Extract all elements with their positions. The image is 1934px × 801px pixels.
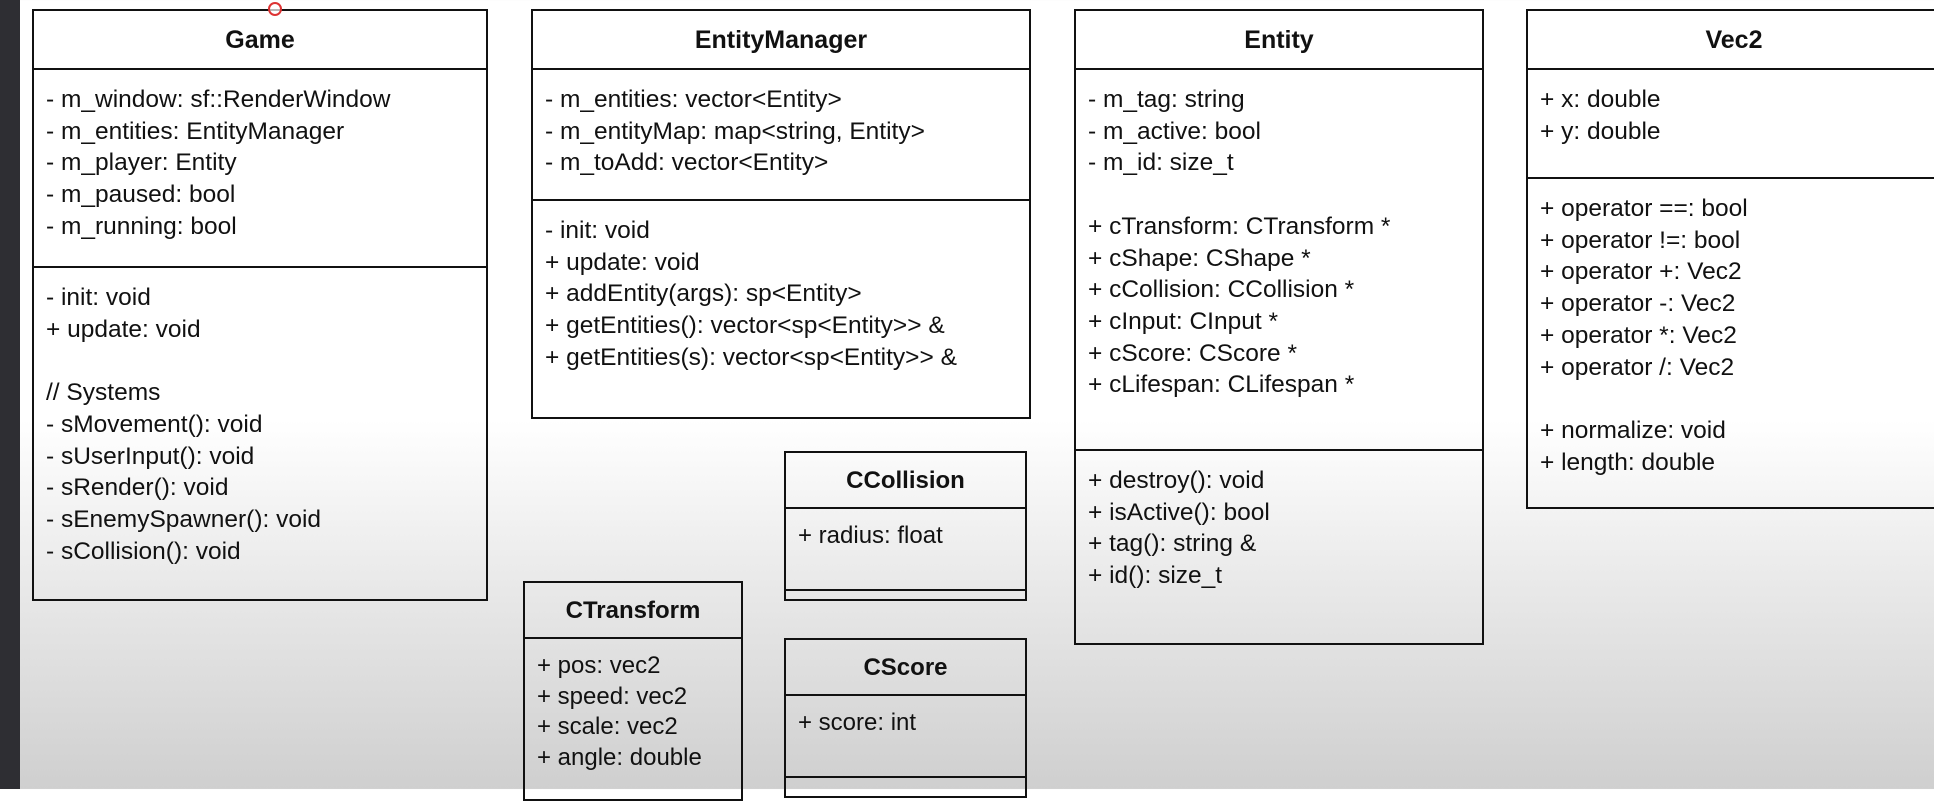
class-title: CCollision [786,453,1025,509]
class-ccollision: CCollision + radius: float [784,451,1027,601]
component: + cLifespan: CLifespan * [1088,371,1355,399]
attribute: - m_id: size_t [1088,149,1234,177]
component: + cScore: CScore * [1088,339,1298,367]
class-title: CTransform [525,583,741,639]
method: + isActive(): bool [1088,498,1270,526]
cursor-marker [268,2,282,16]
method: + destroy(): void [1088,467,1265,494]
attribute: + y: double [1540,117,1661,145]
attributes-section: + radius: float [786,509,1025,591]
class-entity: Entity - m_tag: string - m_active: bool … [1074,9,1484,645]
window-edge [0,0,20,789]
attributes-section: + x: double + y: double [1528,70,1934,179]
method: + update: void [46,315,201,343]
component: + cCollision: CCollision * [1088,276,1355,304]
attribute: - m_entityMap: map<string, Entity> [545,117,925,145]
class-entity-manager: EntityManager - m_entities: vector<Entit… [531,9,1031,419]
class-game: Game - m_window: sf::RenderWindow - m_en… [32,9,488,601]
methods-section: - init: void + update: void // Systems -… [34,268,486,567]
method: + operator +: Vec2 [1540,258,1742,286]
attribute: - m_running: bool [46,212,237,240]
method: + operator ==: bool [1540,195,1748,222]
class-cscore: CScore + score: int [784,638,1027,798]
method: - init: void [545,217,650,244]
method: + id(): size_t [1088,562,1223,590]
component: + cTransform: CTransform * [1088,212,1391,240]
attributes-section: + score: int [786,696,1025,778]
attribute: - m_player: Entity [46,149,237,177]
method: + tag(): string & [1088,530,1257,558]
class-title: EntityManager [533,11,1029,70]
systems-comment: // Systems [46,379,161,407]
component: + cInput: CInput * [1088,307,1278,335]
methods-section: - init: void + update: void + addEntity(… [533,201,1029,374]
attribute: + x: double [1540,86,1661,113]
method: + length: double [1540,448,1716,476]
attribute: - m_entities: EntityManager [46,117,345,145]
attribute: - m_toAdd: vector<Entity> [545,149,829,177]
component: + cShape: CShape * [1088,244,1311,272]
methods-section: + operator ==: bool + operator !=: bool … [1528,179,1934,478]
method: + operator /: Vec2 [1540,353,1735,381]
class-title: Game [34,11,486,70]
class-ctransform: CTransform + pos: vec2 + speed: vec2 + s… [523,581,743,801]
method: - sEnemySpawner(): void [46,505,322,533]
attributes-section: - m_entities: vector<Entity> - m_entityM… [533,70,1029,201]
attributes-section: - m_window: sf::RenderWindow - m_entitie… [34,70,486,268]
attributes-section: - m_tag: string - m_active: bool - m_id:… [1076,70,1482,451]
method: + operator !=: bool [1540,226,1741,254]
attribute: + score: int [798,709,917,736]
attribute: + angle: double [537,743,702,771]
method: + update: void [545,248,700,276]
attribute: - m_entities: vector<Entity> [545,86,842,113]
method: - sCollision(): void [46,537,241,565]
attribute: + radius: float [798,522,943,549]
method: + addEntity(args): sp<Entity> [545,280,862,308]
class-title: Entity [1076,11,1482,70]
method: + operator -: Vec2 [1540,290,1736,318]
methods-section: + destroy(): void + isActive(): bool + t… [1076,451,1482,592]
method: + operator *: Vec2 [1540,321,1737,349]
class-title: Vec2 [1528,11,1934,70]
attribute: - m_paused: bool [46,181,236,209]
method: - init: void [46,284,151,311]
attribute: + speed: vec2 [537,682,688,710]
method: - sMovement(): void [46,410,263,438]
attribute: - m_window: sf::RenderWindow [46,86,391,113]
method: - sRender(): void [46,474,229,502]
attribute: + pos: vec2 [537,652,661,679]
attribute: - m_active: bool [1088,117,1261,145]
class-vec2: Vec2 + x: double + y: double + operator … [1526,9,1934,509]
attribute: - m_tag: string [1088,86,1245,113]
class-title: CScore [786,640,1025,696]
method: + getEntities(s): vector<sp<Entity>> & [545,343,957,371]
attribute: + scale: vec2 [537,713,678,740]
method: + normalize: void [1540,416,1726,444]
attributes-section: + pos: vec2 + speed: vec2 + scale: vec2 … [525,639,741,773]
method: - sUserInput(): void [46,442,255,470]
method: + getEntities(): vector<sp<Entity>> & [545,312,945,340]
